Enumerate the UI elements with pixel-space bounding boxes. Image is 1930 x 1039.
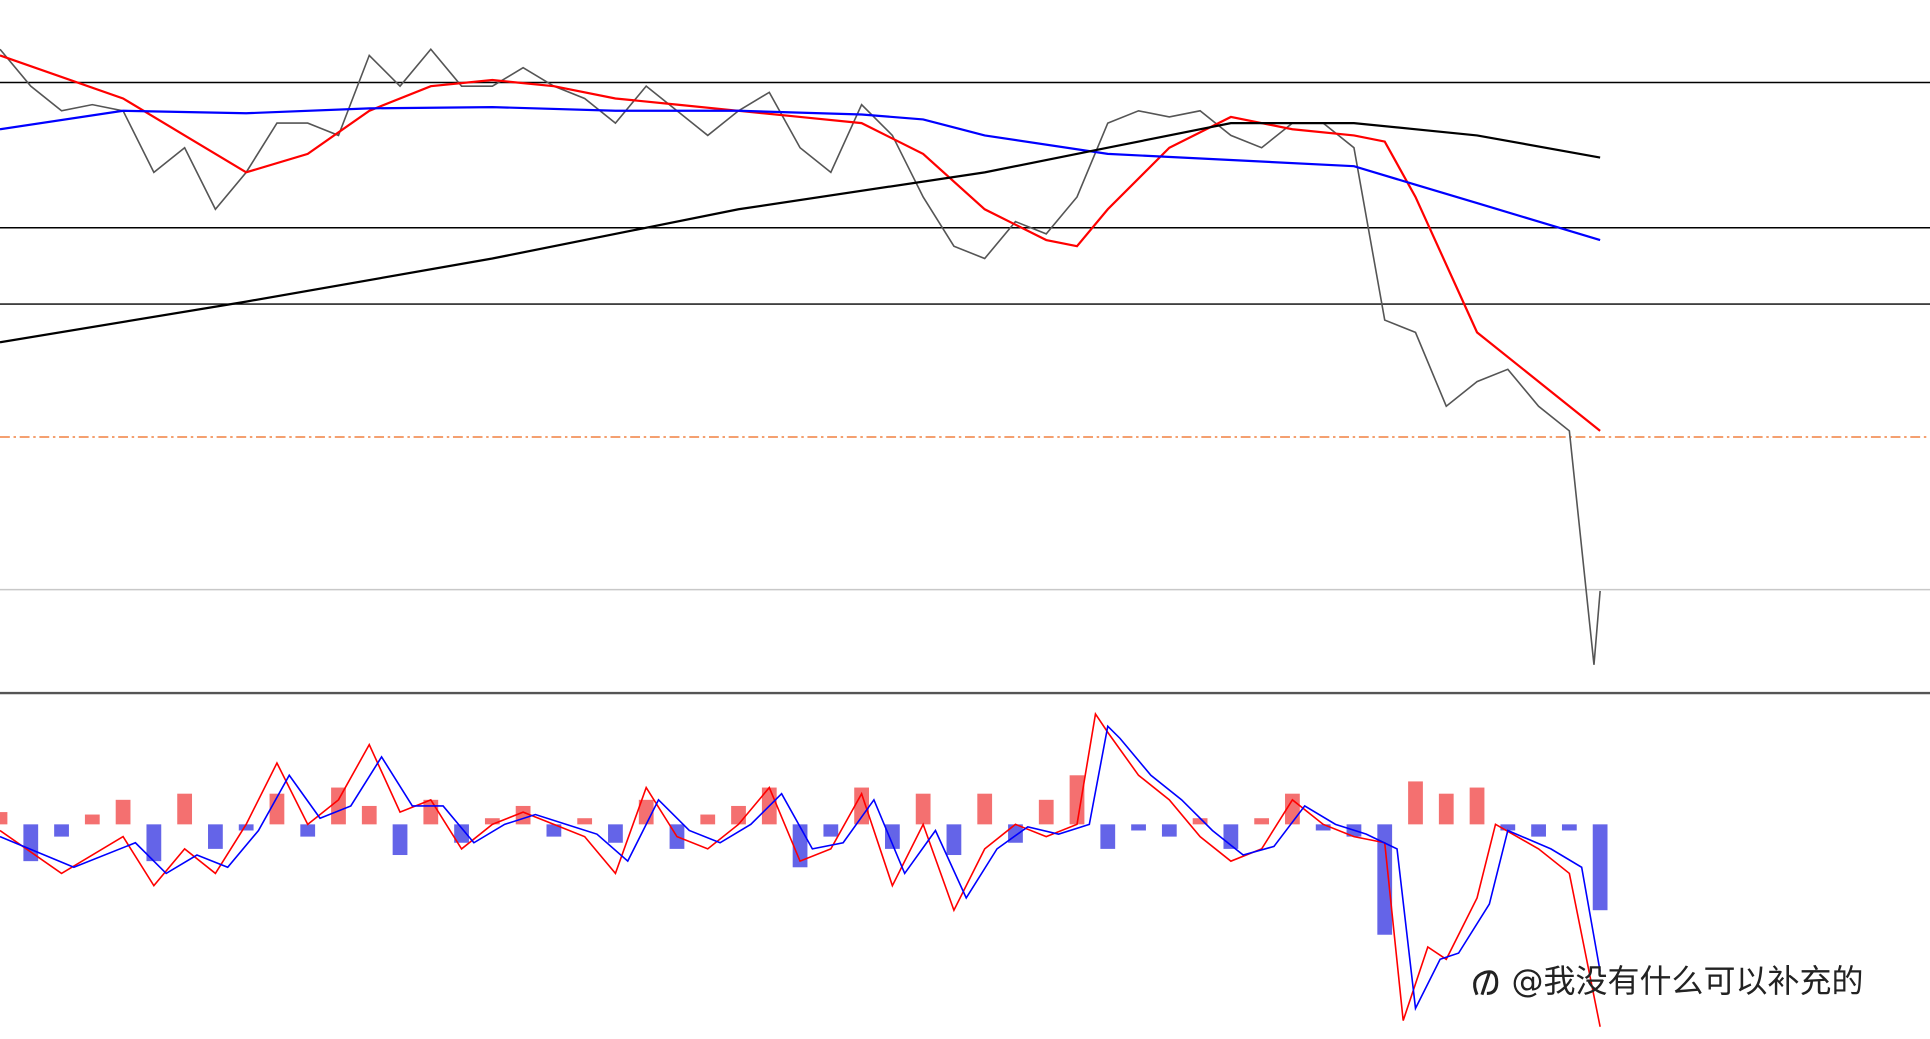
histogram-bar <box>792 824 808 868</box>
histogram-bar <box>1161 824 1177 837</box>
histogram-bar <box>84 814 100 825</box>
histogram-bar <box>1315 824 1331 831</box>
histogram-bar <box>946 824 962 856</box>
histogram-bar <box>1192 818 1208 825</box>
histogram-bar <box>977 793 993 825</box>
histogram-bar <box>577 818 593 825</box>
histogram-bar <box>731 805 746 825</box>
watermark-logo <box>1473 970 1499 996</box>
histogram-bar <box>1131 824 1146 831</box>
histogram-bar <box>546 824 562 837</box>
histogram-bar <box>1531 824 1546 837</box>
histogram-bar <box>300 824 316 837</box>
histogram-bar <box>1100 824 1116 849</box>
histogram-bar <box>823 824 839 837</box>
histogram-bar <box>884 824 900 849</box>
series-line <box>0 121 1601 344</box>
histogram-bar <box>54 824 69 837</box>
histogram-bar <box>915 793 931 825</box>
histogram-bar <box>23 824 39 862</box>
histogram-bar <box>854 787 869 825</box>
histogram-bar <box>1038 799 1054 825</box>
histogram-bar <box>146 824 162 862</box>
histogram-bar <box>1469 787 1485 825</box>
histogram-bar <box>1408 781 1423 825</box>
series-line <box>0 711 1601 1027</box>
histogram-bar <box>1377 824 1393 935</box>
histogram-bar <box>1438 793 1454 825</box>
histogram-bar <box>454 824 469 843</box>
histogram-bar <box>1500 824 1516 831</box>
watermark: @我没有什么可以补充的 <box>1512 962 1864 1000</box>
histogram-bar <box>484 818 500 825</box>
histogram-bar <box>515 805 531 825</box>
series-line <box>0 724 1601 1012</box>
series-line <box>0 105 1601 242</box>
histogram-bar <box>1592 824 1608 911</box>
histogram-bar <box>361 805 377 825</box>
series-line <box>0 47 1601 665</box>
histogram-bar <box>608 824 623 843</box>
histogram-bar <box>1561 824 1577 831</box>
histogram-bar <box>208 824 223 849</box>
histogram-bar <box>238 824 254 831</box>
histogram-bar <box>392 824 408 856</box>
histogram-bar <box>0 812 8 825</box>
histogram-bar <box>269 793 285 825</box>
histogram-bar <box>700 814 716 825</box>
histogram-bar <box>423 799 439 825</box>
series-line <box>0 54 1601 432</box>
histogram-bar <box>115 799 131 825</box>
histogram-bar <box>331 787 346 825</box>
histogram-bar <box>177 793 193 825</box>
histogram-bar <box>1254 818 1270 825</box>
histogram-bar <box>1069 775 1085 825</box>
